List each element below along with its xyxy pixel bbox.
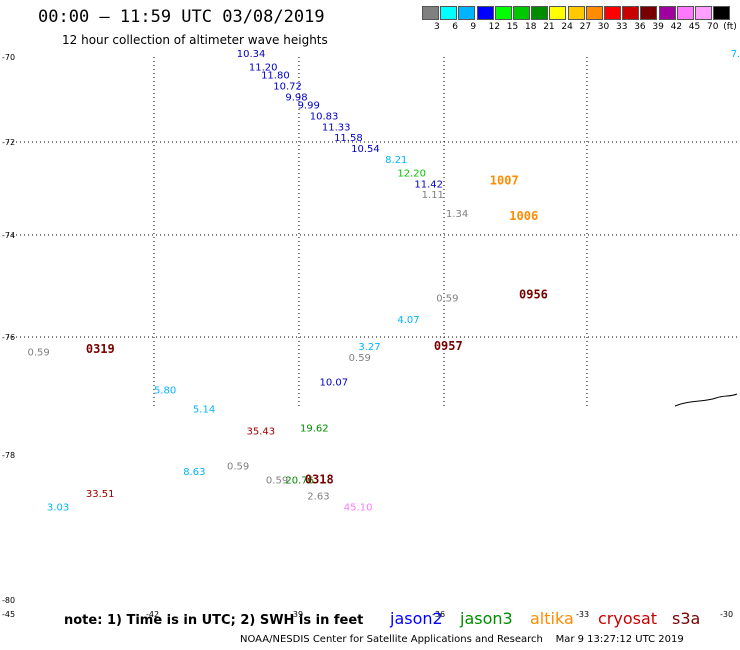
colorbar-swatch xyxy=(513,6,530,20)
x-tick-label: -39 xyxy=(290,610,303,619)
data-point-label: 0.59 xyxy=(266,475,288,486)
data-point-label: 2.63 xyxy=(307,492,329,503)
colorbar-label: 12 xyxy=(488,22,501,32)
data-point-label: 7.41 xyxy=(731,49,740,60)
time-label: 0957 xyxy=(434,339,463,353)
satellite-jason3: jason3 xyxy=(460,609,513,628)
colorbar-swatch xyxy=(422,6,439,20)
colorbar-label: 24 xyxy=(561,22,573,32)
colorbar-swatch xyxy=(458,6,476,20)
colorbar-swatch xyxy=(531,6,549,20)
time-label: 0318 xyxy=(305,472,334,486)
colorbar-swatch xyxy=(658,6,676,20)
x-tick-label: -36 xyxy=(432,610,445,619)
generated-timestamp: Mar 9 13:27:12 UTC 2019 xyxy=(555,634,684,645)
data-point-label: 8.21 xyxy=(385,155,407,166)
satellite-cryosat: cryosat xyxy=(598,609,658,628)
data-point-label: 5.14 xyxy=(193,405,215,416)
time-label: 0956 xyxy=(519,288,548,302)
data-point-label: 1.34 xyxy=(446,209,468,220)
colorbar-swatch xyxy=(676,6,694,20)
colorbar-swatch xyxy=(440,6,458,20)
page-title: 00:00 – 11:59 UTC 03/08/2019 xyxy=(38,7,325,27)
data-point-label: 10.83 xyxy=(310,111,339,122)
data-point-label: 11.80 xyxy=(261,71,290,82)
colorbar-label: 18 xyxy=(525,22,537,32)
colorbar-label: 33 xyxy=(616,22,628,32)
data-point-label: 0.59 xyxy=(27,348,49,359)
time-label: 1006 xyxy=(509,209,538,223)
y-tick-label: -72 xyxy=(2,138,15,147)
credit-line: NOAA/NESDIS Center for Satellite Applica… xyxy=(240,634,684,645)
y-tick-label: -70 xyxy=(2,53,15,62)
colorbar-label: 3 xyxy=(434,22,440,32)
x-tick-label: -30 xyxy=(720,610,733,619)
data-point-label: 10.54 xyxy=(351,144,380,155)
x-tick-label: -33 xyxy=(576,610,589,619)
colorbar-swatch xyxy=(695,6,712,20)
data-point-label: 11.58 xyxy=(334,133,363,144)
colorbar-label: 27 xyxy=(579,22,592,32)
data-point-label: 35.43 xyxy=(246,426,275,437)
data-point-label: 9.98 xyxy=(285,92,307,103)
data-point-label: 0.59 xyxy=(436,293,458,304)
colorbar-unit: (ft) xyxy=(723,22,737,32)
data-point-label: 5.80 xyxy=(154,386,176,397)
data-point-label: 10.07 xyxy=(319,378,348,389)
data-point-label: 19.62 xyxy=(300,424,329,435)
colorbar-swatch xyxy=(585,6,603,20)
satellite-s3a: s3a xyxy=(672,609,701,628)
data-point-label: 3.27 xyxy=(358,342,380,353)
colorbar-label: 70 xyxy=(707,22,719,32)
colorbar-swatch xyxy=(640,6,658,20)
colorbar-swatch xyxy=(622,6,640,20)
data-point-label: 11.42 xyxy=(414,179,443,190)
colorbar-swatch xyxy=(494,6,512,20)
data-point-label: 10.72 xyxy=(273,82,302,93)
units-note: note: 1) Time is in UTC; 2) SWH is in fe… xyxy=(64,613,364,628)
coastline xyxy=(674,393,738,407)
satellite-jason2: jason2 xyxy=(390,609,443,628)
colorbar-label: 6 xyxy=(452,22,458,32)
data-point-label: 12.20 xyxy=(397,168,426,179)
colorbar-label: 30 xyxy=(597,22,610,32)
credit-text: NOAA/NESDIS Center for Satellite Applica… xyxy=(240,634,543,645)
colorbar-label: 21 xyxy=(543,22,555,32)
colorbar-swatch xyxy=(476,6,494,20)
data-point-label: 9.99 xyxy=(298,101,320,112)
colorbar-label: 36 xyxy=(634,22,646,32)
y-tick-label: -76 xyxy=(2,333,15,342)
colorbar-swatch xyxy=(567,6,585,20)
data-point-label: 0.59 xyxy=(227,462,249,473)
colorbar-swatch xyxy=(604,6,621,20)
data-point-label: 10.34 xyxy=(237,49,266,60)
y-tick-label: -80 xyxy=(2,596,15,605)
y-tick-label: -78 xyxy=(2,451,15,460)
data-point-label: 11.20 xyxy=(249,63,278,74)
colorbar-label: 9 xyxy=(470,22,477,32)
data-point-label: 33.51 xyxy=(86,489,115,500)
data-point-label: 0.59 xyxy=(349,353,371,364)
data-point-label: 20.76 xyxy=(285,475,314,486)
data-point-label: 11.33 xyxy=(322,122,351,133)
page-subtitle: 12 hour collection of altimeter wave hei… xyxy=(62,33,328,47)
colorbar-swatch xyxy=(549,6,567,20)
data-point-label: 1.11 xyxy=(422,190,444,201)
satellite-altika: altika xyxy=(530,609,574,628)
colorbar-label: 45 xyxy=(688,22,701,32)
time-label: 1007 xyxy=(490,174,519,188)
data-point-label: 3.03 xyxy=(47,502,69,513)
y-tick-label: -74 xyxy=(2,231,15,240)
data-point-label: 8.63 xyxy=(183,467,205,478)
x-tick-label: -42 xyxy=(146,610,159,619)
data-point-label: 4.07 xyxy=(397,315,419,326)
colorbar-label: 39 xyxy=(652,22,664,32)
colorbar-swatch xyxy=(713,6,731,20)
colorbar-label: 42 xyxy=(670,22,683,32)
data-point-label: 45.10 xyxy=(344,502,373,513)
x-tick-label: -45 xyxy=(2,610,15,619)
colorbar-label: 15 xyxy=(506,22,519,32)
time-label: 0319 xyxy=(86,342,115,356)
